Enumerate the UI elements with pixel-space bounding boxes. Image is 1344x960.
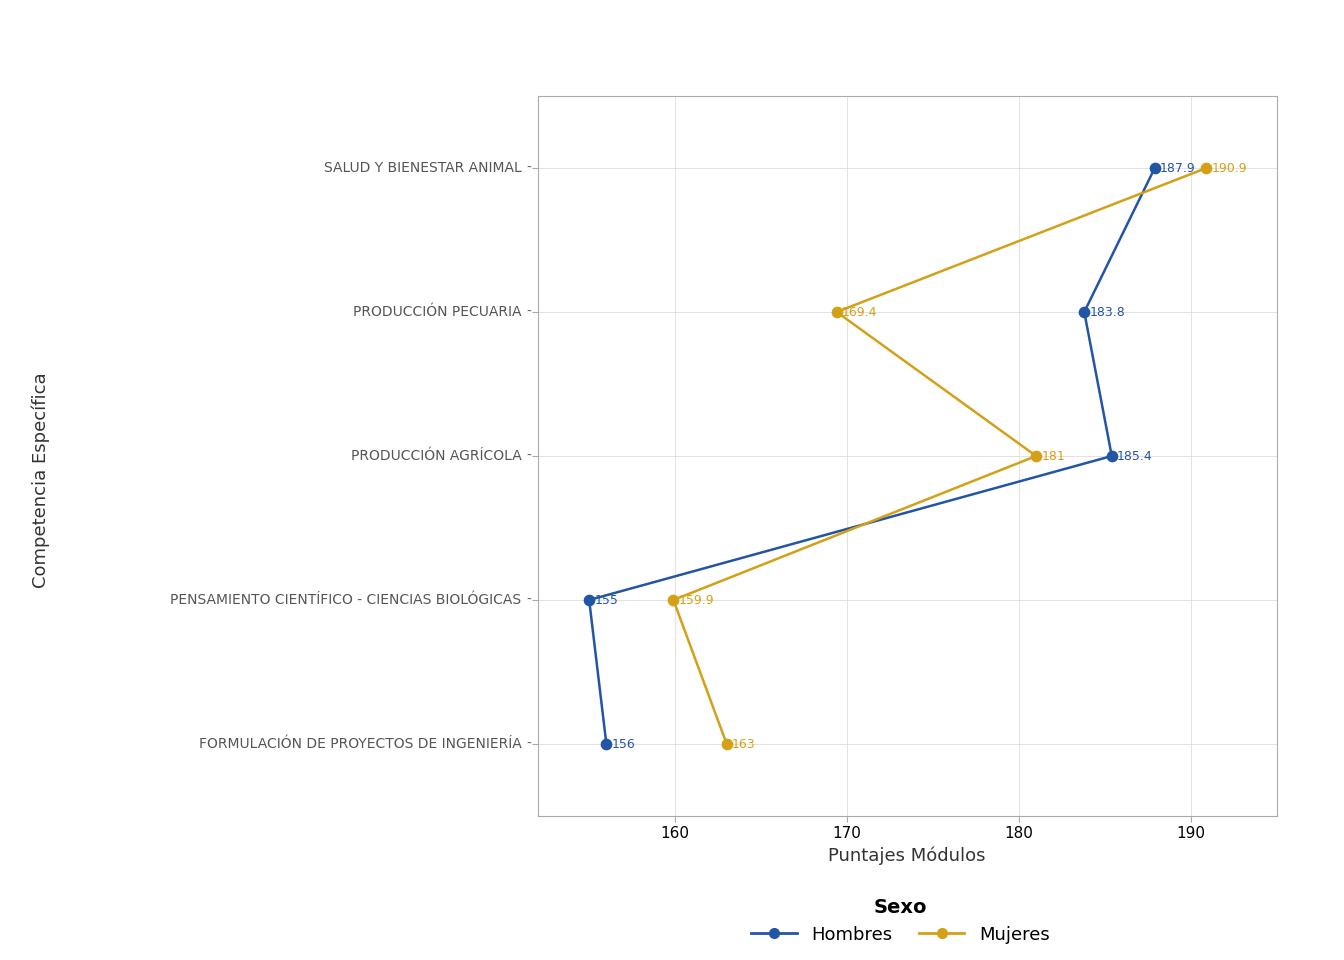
Text: PRODUCCIÓN PECUARIA: PRODUCCIÓN PECUARIA: [353, 305, 521, 319]
Point: [827, 304, 848, 320]
Text: -: -: [526, 449, 531, 463]
Point: [595, 736, 617, 752]
Point: [1144, 160, 1165, 176]
Text: Competencia Específica: Competencia Específica: [31, 372, 50, 588]
X-axis label: Puntajes Módulos: Puntajes Módulos: [828, 847, 986, 866]
Text: 163: 163: [732, 737, 755, 751]
Text: 183.8: 183.8: [1090, 305, 1125, 319]
Point: [1101, 448, 1122, 464]
Text: 169.4: 169.4: [841, 305, 878, 319]
Point: [1196, 160, 1218, 176]
Text: -: -: [526, 737, 531, 751]
Text: FORMULACIÓN DE PROYECTOS DE INGENIERÍA: FORMULACIÓN DE PROYECTOS DE INGENIERÍA: [199, 737, 521, 751]
Text: -: -: [526, 305, 531, 319]
Text: 155: 155: [594, 593, 618, 607]
Text: -: -: [526, 593, 531, 607]
Text: 190.9: 190.9: [1211, 161, 1247, 175]
Point: [716, 736, 738, 752]
Text: 185.4: 185.4: [1117, 449, 1153, 463]
Text: PRODUCCIÓN AGRÍCOLA: PRODUCCIÓN AGRÍCOLA: [351, 449, 521, 463]
Point: [1074, 304, 1095, 320]
Text: 187.9: 187.9: [1160, 161, 1196, 175]
Text: 156: 156: [612, 737, 636, 751]
Point: [1025, 448, 1047, 464]
Text: PENSAMIENTO CIENTÍFICO - CIENCIAS BIOLÓGICAS: PENSAMIENTO CIENTÍFICO - CIENCIAS BIOLÓG…: [171, 593, 521, 607]
Text: SALUD Y BIENESTAR ANIMAL: SALUD Y BIENESTAR ANIMAL: [324, 161, 521, 175]
Text: -: -: [526, 161, 531, 175]
Text: 181: 181: [1042, 449, 1064, 463]
Legend: Hombres, Mujeres: Hombres, Mujeres: [745, 891, 1056, 951]
Point: [578, 592, 599, 608]
Point: [663, 592, 684, 608]
Text: 159.9: 159.9: [679, 593, 714, 607]
